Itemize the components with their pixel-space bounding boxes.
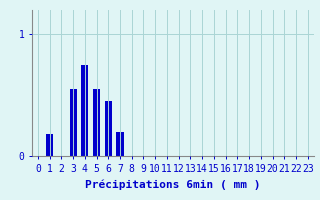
Bar xyxy=(93,89,100,156)
Bar xyxy=(116,132,124,156)
Bar xyxy=(69,89,76,156)
Bar xyxy=(105,101,112,156)
Bar xyxy=(46,134,53,156)
X-axis label: Précipitations 6min ( mm ): Précipitations 6min ( mm ) xyxy=(85,179,260,190)
Bar xyxy=(81,65,88,156)
